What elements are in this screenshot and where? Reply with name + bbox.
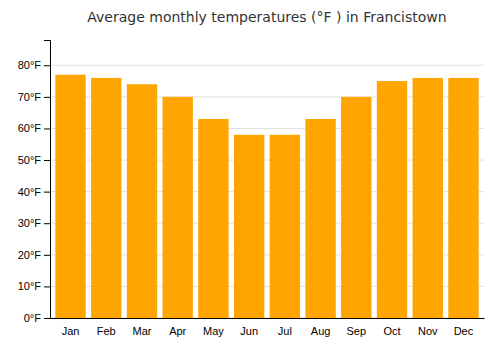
x-tick: Sep bbox=[347, 325, 367, 337]
y-tick-label: 20°F bbox=[18, 249, 42, 261]
x-tick: Mar bbox=[133, 325, 152, 337]
x-axis-line bbox=[51, 318, 485, 319]
x-tick: Apr bbox=[169, 325, 186, 337]
x-tick-label: Sep bbox=[347, 325, 367, 337]
bar bbox=[270, 135, 300, 318]
bar bbox=[448, 78, 478, 318]
x-tick-label: May bbox=[203, 325, 224, 337]
chart-svg: Jan Feb Mar Apr May Jun Jul Aug Sep Oct Nov Dec 0°F 1… bbox=[0, 0, 500, 350]
x-tick-label: Oct bbox=[383, 325, 400, 337]
x-tick-label: Jan bbox=[62, 325, 80, 337]
y-tick-label: 70°F bbox=[18, 91, 42, 103]
y-tick-label: 80°F bbox=[18, 59, 42, 71]
x-axis: Jan Feb Mar Apr May Jun Jul Aug Sep Oct Nov Dec bbox=[51, 319, 485, 337]
x-tick-label: Apr bbox=[169, 325, 186, 337]
y-tick: 30°F bbox=[18, 217, 50, 229]
bar bbox=[198, 119, 228, 318]
y-tick: 60°F bbox=[18, 122, 50, 134]
bar bbox=[163, 97, 193, 318]
x-tick: Dec bbox=[454, 325, 474, 337]
y-tick-mark bbox=[44, 286, 50, 287]
x-tick: Jun bbox=[240, 325, 258, 337]
y-axis-line bbox=[44, 41, 51, 319]
x-tick-label: Jul bbox=[278, 325, 292, 337]
x-tick-label: Nov bbox=[418, 325, 438, 337]
chart-container: Jan Feb Mar Apr May Jun Jul Aug Sep Oct Nov Dec 0°F 1… bbox=[0, 0, 500, 350]
bar bbox=[341, 97, 371, 318]
grid bbox=[50, 65, 484, 318]
y-tick-mark bbox=[44, 192, 50, 193]
x-tick: May bbox=[203, 325, 224, 337]
bar bbox=[91, 78, 121, 318]
grid-line bbox=[50, 65, 484, 66]
x-tick-label: Dec bbox=[454, 325, 474, 337]
y-tick-mark bbox=[44, 97, 50, 98]
y-tick-label: 0°F bbox=[24, 312, 42, 324]
bar bbox=[305, 119, 335, 318]
x-tick-label: Mar bbox=[133, 325, 152, 337]
y-tick-label: 40°F bbox=[18, 186, 42, 198]
y-tick: 80°F bbox=[18, 59, 50, 71]
bar bbox=[234, 135, 264, 318]
bar bbox=[55, 75, 85, 318]
bar bbox=[127, 84, 157, 318]
y-tick: 50°F bbox=[18, 154, 50, 166]
x-tick: Oct bbox=[383, 325, 400, 337]
x-tick-label: Aug bbox=[311, 325, 331, 337]
x-tick-label: Feb bbox=[97, 325, 116, 337]
y-tick: 70°F bbox=[18, 91, 50, 103]
y-tick-mark bbox=[44, 65, 50, 66]
y-tick-mark bbox=[44, 255, 50, 256]
y-tick: 0°F bbox=[24, 312, 50, 324]
y-tick: 40°F bbox=[18, 186, 50, 198]
x-tick: Feb bbox=[97, 325, 116, 337]
title: Average monthly temperatures (°F ) in Fr… bbox=[87, 9, 446, 25]
bars bbox=[55, 75, 478, 318]
x-tick-label: Jun bbox=[240, 325, 258, 337]
x-tick: Aug bbox=[311, 325, 331, 337]
y-tick-label: 30°F bbox=[18, 217, 42, 229]
y-tick-label: 60°F bbox=[18, 122, 42, 134]
y-tick: 20°F bbox=[18, 249, 50, 261]
y-tick-mark bbox=[44, 318, 50, 319]
x-tick: Jan bbox=[62, 325, 80, 337]
y-tick: 10°F bbox=[18, 280, 50, 292]
y-axis: 0°F 10°F 20°F 30°F 40°F 50°F 60°F 70°F 80°F bbox=[18, 41, 51, 325]
x-tick: Nov bbox=[418, 325, 438, 337]
y-tick-label: 10°F bbox=[18, 280, 42, 292]
x-tick: Jul bbox=[278, 325, 292, 337]
y-tick-mark bbox=[44, 160, 50, 161]
bar bbox=[377, 81, 407, 318]
y-tick-mark bbox=[44, 128, 50, 129]
bar bbox=[413, 78, 443, 318]
y-tick-label: 50°F bbox=[18, 154, 42, 166]
y-tick-mark bbox=[44, 223, 50, 224]
